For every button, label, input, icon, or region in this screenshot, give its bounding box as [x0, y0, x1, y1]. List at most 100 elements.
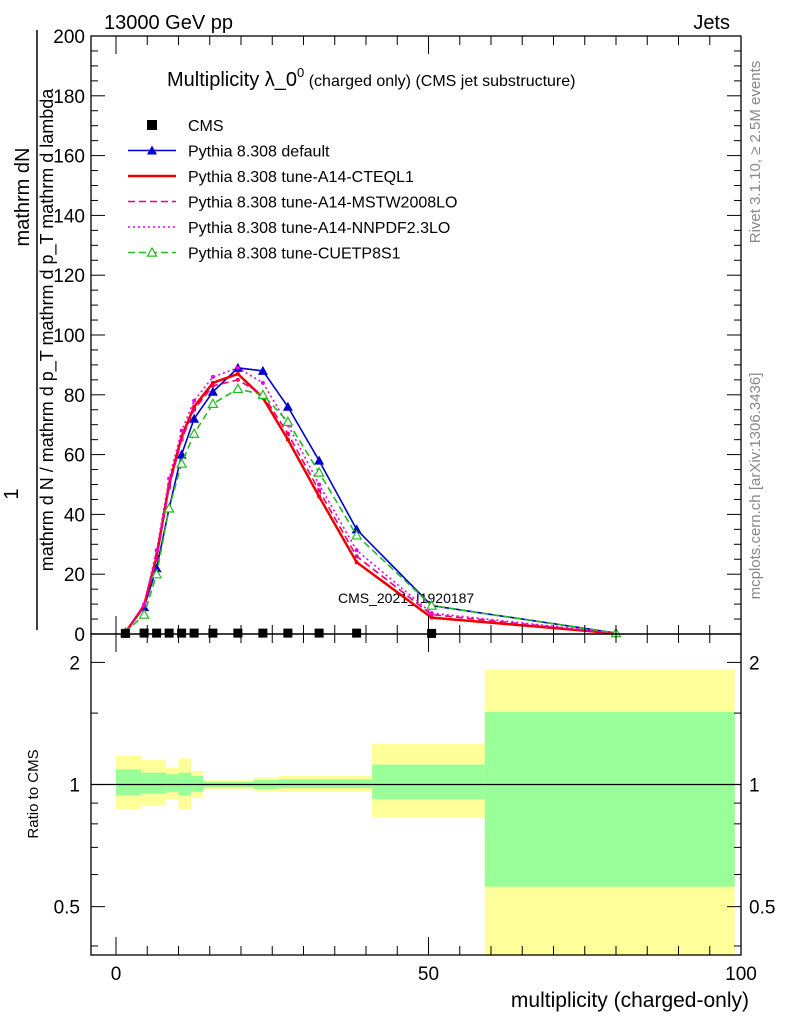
cms-data-point: [314, 628, 324, 638]
series-point-4: [176, 457, 188, 468]
cms-data-point: [233, 628, 243, 638]
series-point-3: [210, 374, 215, 379]
series-line-0: [124, 367, 617, 634]
legend-label-0: Pythia 8.308 default: [188, 144, 330, 161]
cms-data-point: [283, 628, 293, 638]
series-line-1: [124, 372, 617, 635]
series-point-2: [285, 431, 290, 436]
series-point-3: [192, 398, 197, 403]
series-point-4: [426, 599, 438, 610]
ratio-band-stat: [166, 774, 179, 792]
y-tick-label: 40: [64, 505, 85, 526]
legend: CMS Pythia 8.308 default Pythia 8.308 tune…: [128, 118, 457, 263]
cms-data-point: [164, 628, 174, 638]
y-axis-label-top: mathrm dN: [12, 148, 34, 247]
x-tick-label: 50: [418, 964, 439, 985]
y-tick-label: 100: [53, 326, 85, 347]
mcplots-label: mcplots.cern.ch [arXiv:1306.3436]: [747, 373, 764, 600]
series-point-4: [207, 398, 219, 408]
ratio-tick-label-right: 1: [749, 776, 760, 797]
series-point-4: [257, 389, 269, 399]
legend-marker-4: [146, 246, 158, 257]
ratio-tick-label: 2: [69, 653, 80, 674]
series-point-2: [167, 485, 172, 490]
legend-label-1: Pythia 8.308 tune-A14-CTEQL1: [188, 169, 414, 186]
cms-data-point: [208, 628, 218, 638]
rivet-version-label: Rivet 3.1.10, ≥ 2.5M events: [747, 61, 764, 244]
series-point-4: [151, 568, 163, 579]
series-point-2: [179, 437, 184, 442]
legend-label-2: Pythia 8.308 tune-A14-MSTW2008LO: [188, 195, 457, 212]
cms-data-point: [189, 628, 199, 638]
series-point-0: [207, 386, 218, 396]
series-point-1: [210, 380, 215, 385]
ratio-tick-label: 1: [69, 776, 80, 797]
series-line-4: [124, 387, 617, 634]
series-point-2: [235, 377, 240, 382]
chart-title-main: Multiplicity λ_0: [167, 69, 297, 91]
y-tick-label: 20: [64, 565, 85, 586]
y-axis-label-main: mathrm d N / mathrm d p_T mathrm d p_T m…: [37, 88, 58, 571]
y-tick-label: 200: [53, 27, 85, 48]
series-point-3: [154, 548, 159, 553]
legend-marker-0: [147, 145, 157, 155]
y-tick-label: 140: [53, 206, 85, 227]
chart-title-superscript: 0: [297, 65, 304, 80]
series-point-3: [235, 365, 240, 370]
chart-title: Multiplicity λ_00 (charged only) (CMS je…: [167, 65, 575, 91]
series-point-1: [429, 615, 434, 620]
legend-label-4: Pythia 8.308 tune-CUETP8S1: [188, 246, 401, 263]
y-axis-label-one: 1: [1, 488, 23, 499]
series-point-4: [351, 529, 363, 540]
series-point-4: [188, 427, 200, 438]
analysis-category: Jets: [693, 12, 730, 34]
series-point-0: [189, 413, 200, 423]
series-point-2: [192, 407, 197, 412]
y-tick-label: 80: [64, 386, 85, 407]
legend-label-cms: CMS: [188, 118, 224, 135]
series-point-4: [313, 466, 325, 477]
series-point-1: [354, 560, 359, 565]
cms-data-point: [177, 628, 187, 638]
ratio-tick-label-right: 2: [749, 653, 760, 674]
ratio-frame: [90, 633, 742, 956]
x-axis-label: multiplicity (charged-only): [511, 989, 749, 1012]
ratio-tick-label: 0.5: [54, 898, 80, 919]
ratio-band-stat: [372, 764, 485, 800]
series-point-0: [257, 365, 268, 375]
ratio-bands: [91, 669, 741, 955]
series-line-3: [124, 367, 617, 634]
cms-data-point: [139, 628, 149, 638]
cms-data-point: [258, 628, 268, 638]
series-point-0: [282, 401, 293, 411]
energy-label: 13000 GeV pp: [104, 12, 233, 34]
series-point-1: [317, 494, 322, 499]
ratio-band-stat: [191, 775, 204, 792]
legend-label-3: Pythia 8.308 tune-A14-NNPDF2.3LO: [188, 220, 450, 237]
series-point-2: [354, 554, 359, 559]
series-point-2: [210, 383, 215, 388]
y-tick-label: 180: [53, 87, 85, 108]
series-point-3: [317, 482, 322, 487]
y-tick-label: 160: [53, 147, 85, 168]
cms-data-point: [152, 628, 162, 638]
series-point-0: [314, 455, 325, 465]
series-point-3: [260, 380, 265, 385]
ratio-band-stat: [141, 772, 166, 794]
ratio-band-stat: [484, 711, 735, 887]
ratio-band-stat: [116, 769, 141, 796]
series-point-4: [282, 415, 294, 426]
chart-title-extra: (charged only) (CMS jet substructure): [304, 73, 575, 90]
series-line-2: [124, 379, 617, 635]
series-point-3: [354, 548, 359, 553]
series-point-1: [235, 371, 240, 376]
series-point-3: [142, 602, 147, 607]
ratio-band-stat: [278, 779, 373, 789]
series-point-4: [232, 383, 244, 394]
ratio-axis-label: Ratio to CMS: [25, 749, 42, 838]
y-tick-label: 0: [74, 625, 85, 646]
ratio-tick-label-right: 0.5: [749, 898, 775, 919]
x-tick-label: 0: [111, 964, 122, 985]
